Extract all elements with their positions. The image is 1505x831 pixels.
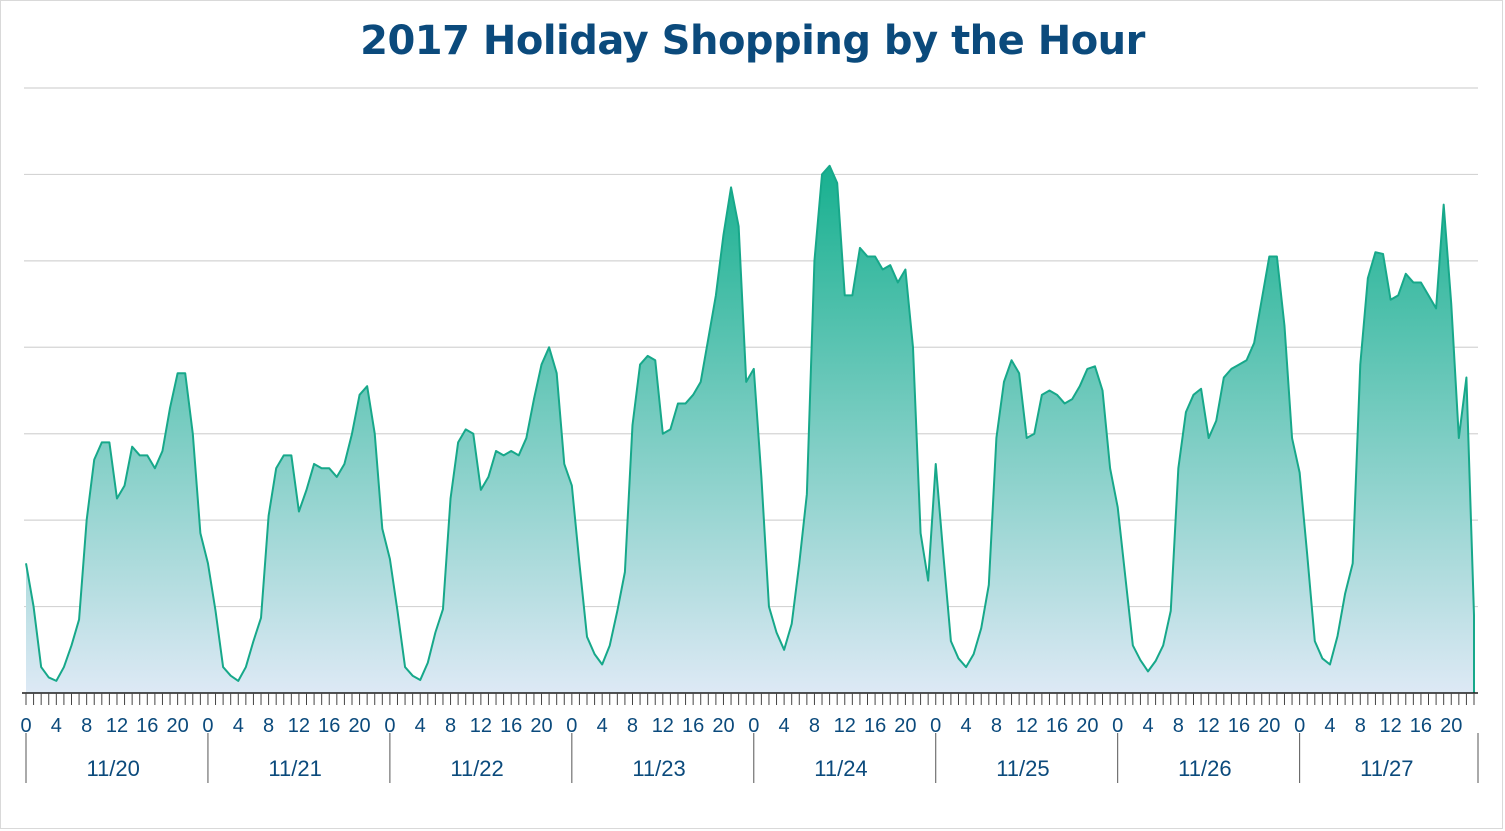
hour-tick-label: 20	[166, 715, 188, 737]
hour-tick-label: 8	[1173, 715, 1184, 737]
hour-tick-label: 20	[1076, 715, 1098, 737]
hour-tick-label: 20	[712, 715, 734, 737]
hour-tick-label: 16	[864, 715, 886, 737]
day-label: 11/25	[996, 756, 1049, 781]
day-label: 11/23	[632, 756, 685, 781]
hour-tick-label: 0	[1294, 715, 1305, 737]
hour-tick-label: 20	[1440, 715, 1462, 737]
day-label: 11/20	[86, 756, 139, 781]
hour-tick-label: 16	[1228, 715, 1250, 737]
hour-tick-label: 8	[263, 715, 274, 737]
hour-tick-label: 12	[652, 715, 674, 737]
hour-tick-label: 12	[106, 715, 128, 737]
hour-tick-label: 20	[530, 715, 552, 737]
series-line	[25, 164, 1475, 693]
hour-tick-label: 4	[961, 715, 972, 737]
hour-tick-label: 16	[1046, 715, 1068, 737]
hour-tick-label: 12	[1016, 715, 1038, 737]
hour-tick-label: 4	[779, 715, 790, 737]
day-label: 11/22	[450, 756, 503, 781]
hour-tick-label: 0	[202, 715, 213, 737]
day-label: 11/24	[814, 756, 867, 781]
hour-tick-label: 0	[748, 715, 759, 737]
hour-tick-label: 20	[894, 715, 916, 737]
hour-tick-label: 8	[991, 715, 1002, 737]
hour-tick-label: 8	[809, 715, 820, 737]
hour-tick-label: 12	[1379, 715, 1401, 737]
hour-tick-label: 0	[384, 715, 395, 737]
hour-tick-label: 4	[233, 715, 244, 737]
hour-tick-label: 0	[930, 715, 941, 737]
hour-tick-label: 12	[288, 715, 310, 737]
hour-tick-label: 16	[318, 715, 340, 737]
hour-tick-label: 16	[136, 715, 158, 737]
hour-tick-label: 16	[500, 715, 522, 737]
hour-tick-label: 4	[597, 715, 608, 737]
hour-tick-label: 12	[1198, 715, 1220, 737]
hour-tick-label: 4	[1142, 715, 1153, 737]
hour-tick-label: 4	[1324, 715, 1335, 737]
hour-tick-label: 20	[1258, 715, 1280, 737]
chart-title: 2017 Holiday Shopping by the Hour	[360, 18, 1145, 64]
x-axis: 0 4 8 12 16 20 0 4 8 12 16 20 0 4 8 12 16 20 0 4 8 12 16 20 0 4 8 1…	[20, 692, 1479, 783]
area-fill	[26, 165, 1474, 694]
hour-tick-label: 8	[1355, 715, 1366, 737]
hour-tick-label: 8	[445, 715, 456, 737]
day-label: 11/21	[268, 756, 321, 781]
hour-tick-label: 8	[81, 715, 92, 737]
hour-tick-label: 16	[1410, 715, 1432, 737]
hour-tick-label: 12	[834, 715, 856, 737]
day-label: 11/26	[1178, 756, 1231, 781]
hour-tick-label: 4	[415, 715, 426, 737]
hour-tick-label: 16	[682, 715, 704, 737]
day-label: 11/27	[1360, 756, 1413, 781]
hour-tick-label: 0	[566, 715, 577, 737]
hour-tick-label: 0	[20, 715, 31, 737]
hour-tick-label: 12	[470, 715, 492, 737]
series-area	[25, 164, 1475, 694]
hour-tick-label: 8	[627, 715, 638, 737]
hour-tick-label: 0	[1112, 715, 1123, 737]
hour-tick-label: 4	[51, 715, 62, 737]
hour-tick-label: 20	[348, 715, 370, 737]
